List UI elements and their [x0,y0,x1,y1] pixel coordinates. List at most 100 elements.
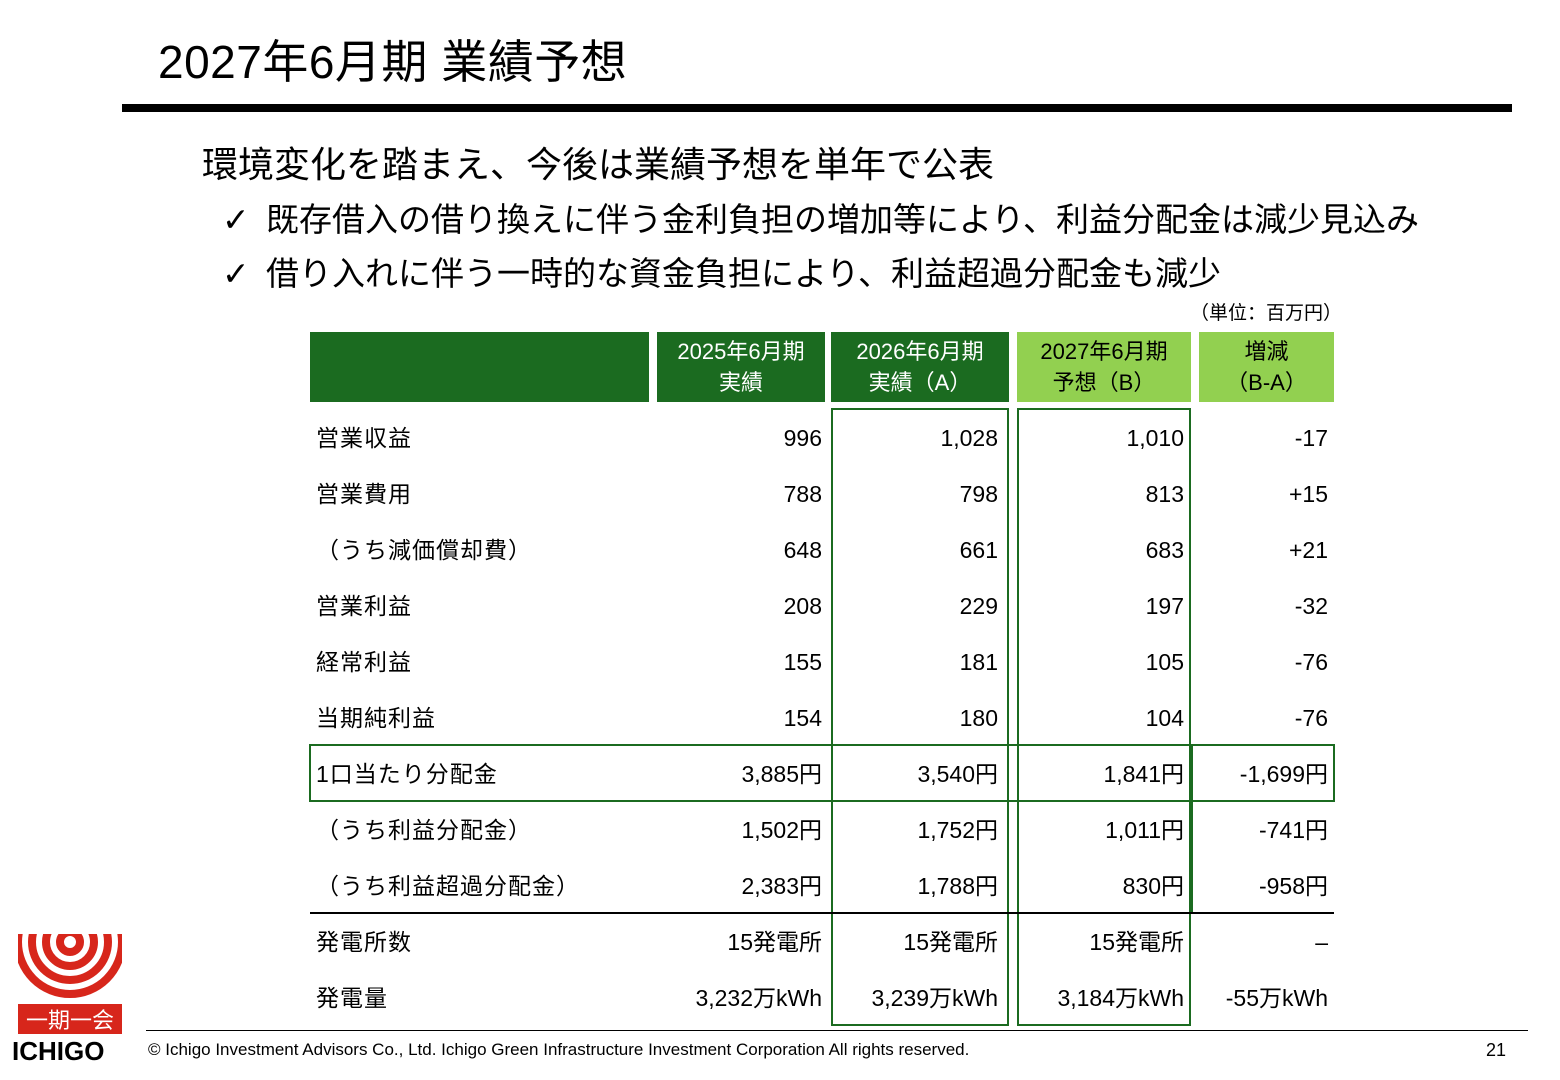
header-line: 2025年6月期 [677,339,805,364]
table-row: （うち利益分配金） 1,502円 1,752円 1,011円 -741円 [310,802,1334,858]
row-value: -76 [1294,649,1328,675]
row-value: 798 [959,481,998,507]
row-value: 830円 [1122,873,1184,899]
cell-divider [1191,744,1193,802]
logo-seal-text: 一期一会 [26,1009,114,1034]
table-row: 発電所数 15発電所 15発電所 15発電所 – [310,914,1334,970]
title-divider [122,104,1512,112]
cell-divider [1191,802,1193,912]
row-label: 発電量 [316,985,388,1011]
row-value: 3,885円 [741,761,822,787]
row-value: -32 [1294,593,1328,619]
header-line: 2027年6月期 [1040,339,1168,364]
row-label: 営業利益 [316,593,412,619]
row-value: -55万kWh [1225,985,1328,1011]
row-label: 営業費用 [316,481,412,507]
row-value: +21 [1288,537,1328,563]
page-number: 21 [1486,1040,1507,1060]
table-row: （うち減価償却費） 648 661 683 +21 [310,522,1334,578]
row-value: 1,841円 [1103,761,1184,787]
check-icon: ✓ [222,255,250,292]
row-label: 営業収益 [316,425,412,451]
row-value: 3,184万kWh [1057,985,1184,1011]
row-value: 15発電所 [1089,929,1184,955]
table-row: （うち利益超過分配金） 2,383円 1,788円 830円 -958円 [310,858,1334,914]
lead-statement: 環境変化を踏まえ、今後は業績予想を単年で公表 [202,144,995,185]
bullet-text: 借り入れに伴う一時的な資金負担により、利益超過分配金も減少 [266,255,1222,292]
table-row: 当期純利益 154 180 104 -76 [310,690,1334,746]
header-line: 2026年6月期 [856,339,984,364]
header-line: （B-A） [1226,370,1307,395]
row-value: 181 [959,649,998,675]
fy2026-column-frame [831,408,1009,1026]
table-row: 営業収益 996 1,028 1,010 -17 [310,410,1334,466]
row-value: -1,699円 [1239,761,1328,787]
distribution-row-frame [309,744,1335,802]
row-value: 3,232万kWh [695,985,822,1011]
row-value: 1,752円 [917,817,998,843]
table-row: 営業費用 788 798 813 +15 [310,466,1334,522]
row-label: （うち利益分配金） [316,817,532,843]
row-value: 3,239万kWh [871,985,998,1011]
page-title: 2027年6月期 業績予想 [158,36,628,88]
row-label: 発電所数 [316,929,412,955]
row-value: 661 [959,537,998,563]
footer-divider [146,1030,1528,1031]
row-value: -741円 [1258,817,1328,843]
row-value: 229 [959,593,998,619]
row-value: 15発電所 [727,929,822,955]
table-row: 発電量 3,232万kWh 3,239万kWh 3,184万kWh -55万kWh [310,970,1334,1026]
bullet-list: ✓ 既存借入の借り換えに伴う金利負担の増加等により、利益分配金は減少見込み ✓ 借り… [222,193,1419,301]
table-row: 営業利益 208 229 197 -32 [310,578,1334,634]
header-fy2027: 2027年6月期 予想（B） [1017,332,1191,402]
bullet-item: ✓ 既存借入の借り換えに伴う金利負担の増加等により、利益分配金は減少見込み [222,193,1419,247]
row-value: 1,010 [1126,425,1184,451]
header-line: 予想（B） [1052,370,1156,395]
row-value: 1,028 [940,425,998,451]
row-label: （うち利益超過分配金） [316,873,580,899]
logo-name: ICHIGO [12,1036,105,1066]
logo-seal-icon: 一期一会 [18,934,122,1034]
check-icon: ✓ [222,201,250,238]
row-value: 788 [783,481,822,507]
row-value: 996 [783,425,822,451]
header-fy2026: 2026年6月期 実績（A） [831,332,1009,402]
table-row: 経常利益 155 181 105 -76 [310,634,1334,690]
row-value: 104 [1145,705,1184,731]
row-value: 180 [959,705,998,731]
copyright: © Ichigo Investment Advisors Co., Ltd. I… [148,1040,970,1059]
header-label-cell [310,332,649,402]
row-value: +15 [1288,481,1328,507]
row-label: 経常利益 [316,649,412,675]
row-value: -958円 [1258,873,1328,899]
row-value: 1,788円 [917,873,998,899]
row-value: 683 [1145,537,1184,563]
row-value: 154 [783,705,822,731]
row-value: -76 [1294,705,1328,731]
row-value: -17 [1294,425,1328,451]
bullet-item: ✓ 借り入れに伴う一時的な資金負担により、利益超過分配金も減少 [222,247,1419,301]
row-value: 1,011円 [1105,817,1184,843]
row-value: 208 [783,593,822,619]
header-fy2025: 2025年6月期 実績 [657,332,825,402]
row-value: 813 [1145,481,1184,507]
row-value: 15発電所 [903,929,998,955]
row-value: 155 [783,649,822,675]
bullet-text: 既存借入の借り換えに伴う金利負担の増加等により、利益分配金は減少見込み [266,201,1420,238]
header-change: 増減 （B-A） [1199,332,1334,402]
header-line: 実績 [718,370,763,395]
row-label: 1口当たり分配金 [316,761,498,787]
section-divider [310,912,1334,914]
row-value: 1,502円 [741,817,822,843]
row-label: （うち減価償却費） [316,537,532,563]
row-label: 当期純利益 [316,705,436,731]
row-value: 105 [1145,649,1184,675]
unit-note: （単位：百万円） [1190,303,1343,324]
row-value: 2,383円 [741,873,822,899]
row-value: 3,540円 [917,761,998,787]
header-line: 増減 [1244,339,1289,364]
table-row: 1口当たり分配金 3,885円 3,540円 1,841円 -1,699円 [310,746,1334,802]
ichigo-logo: 一期一会 [18,934,122,1034]
fy2027-column-frame [1017,408,1191,1026]
row-value: 648 [783,537,822,563]
